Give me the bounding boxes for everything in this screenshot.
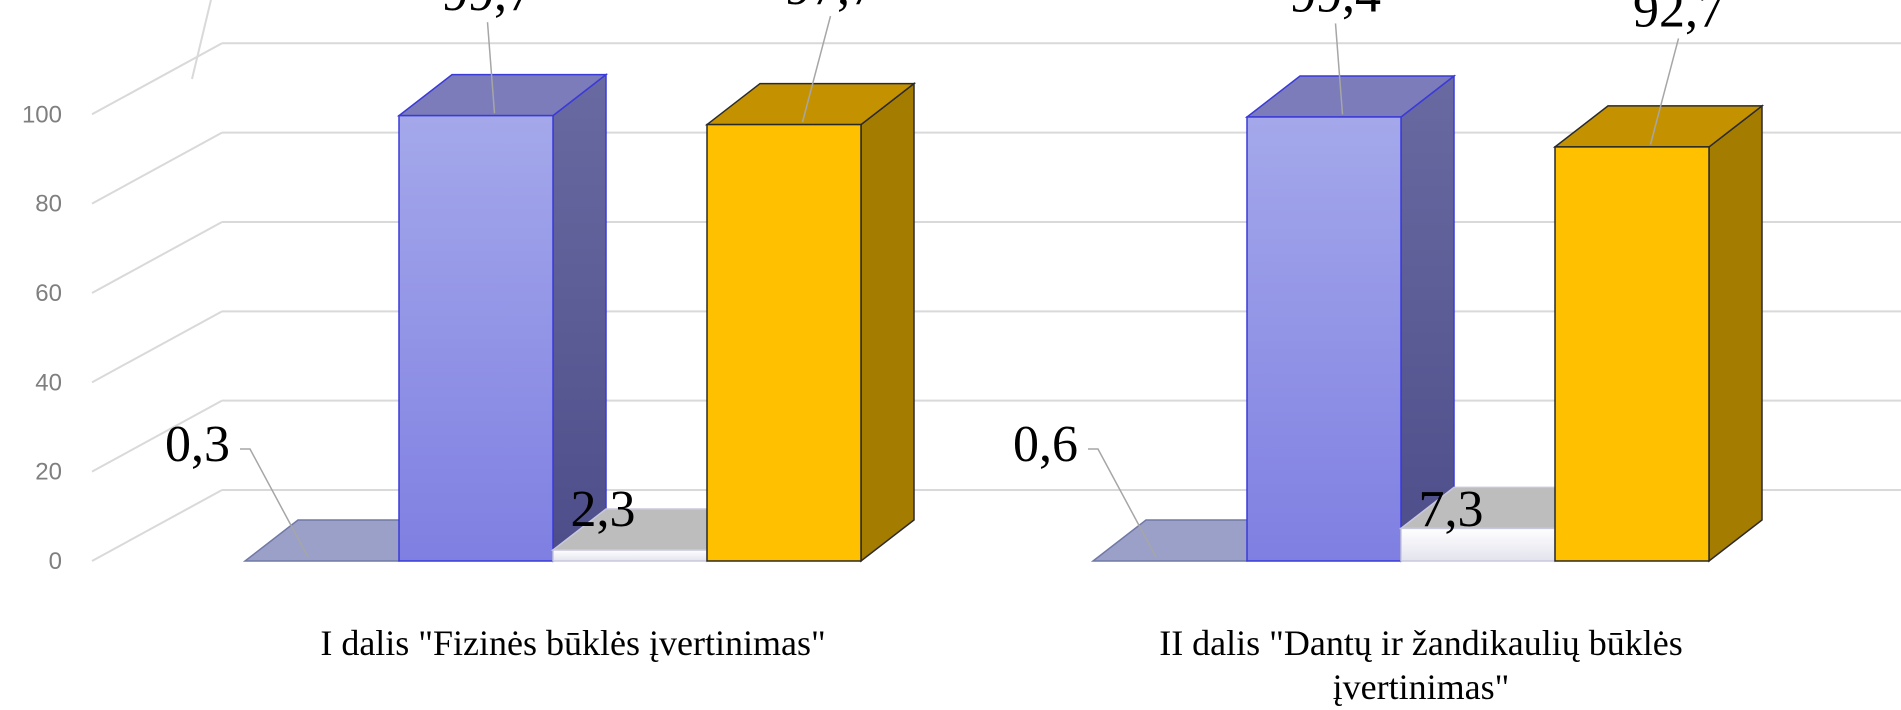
data-labels: 0,3 99,7 2,3 97,7 0,6 99,4 7,3 92,7: [165, 0, 1724, 558]
y-tick-label: 80: [35, 191, 62, 218]
category-label: II dalis "Dantų ir žandikaulių būklės: [1159, 623, 1683, 663]
gridline-wall: [91, 310, 223, 384]
gridline-wall: [91, 131, 223, 205]
data-label: 0,6: [1013, 416, 1078, 473]
gridline-wall: [91, 221, 223, 294]
bars: [242, 73, 1765, 563]
y-tick-label: 0: [49, 548, 62, 575]
data-label-leader: [1649, 38, 1680, 145]
y-tick-label: 60: [35, 280, 62, 307]
bar: [396, 73, 609, 563]
bar-front: [1554, 146, 1710, 562]
bar-side: [1708, 104, 1763, 563]
y-tick-label: 40: [35, 369, 62, 396]
gridline-wall: [91, 42, 223, 116]
bar-front: [1246, 116, 1402, 562]
bar-side: [860, 82, 915, 563]
data-label-leader: [1334, 23, 1344, 115]
gridline-wall: [91, 489, 223, 562]
data-label: 92,7: [1633, 0, 1724, 38]
bar: [1552, 104, 1765, 563]
data-label-leader: [240, 448, 309, 558]
y-tick-label: 20: [35, 459, 62, 486]
data-label-leader: [486, 22, 496, 114]
category-label: įvertinimas": [1333, 667, 1510, 707]
data-label-leader: [801, 15, 832, 123]
bar-front: [552, 549, 708, 562]
category-label: I dalis "Fizinės būklės įvertinimas": [320, 623, 825, 663]
data-label: 97,7: [785, 0, 876, 16]
bar-front: [398, 114, 554, 562]
data-label-leader: [1088, 448, 1157, 558]
gridline-wall: [91, 399, 223, 473]
gridline-wall: [191, 0, 212, 80]
category-axis: I dalis "Fizinės būklės įvertinimas" II d…: [320, 623, 1682, 707]
bar-front: [1400, 527, 1556, 562]
bar-front: [706, 123, 862, 562]
y-tick-label: 100: [22, 101, 62, 128]
data-label: 2,3: [571, 481, 636, 538]
data-label: 99,4: [1290, 0, 1381, 23]
data-label: 0,3: [165, 416, 230, 473]
data-label: 99,7: [442, 0, 533, 22]
bar: [704, 82, 917, 563]
data-label: 7,3: [1419, 481, 1484, 538]
y-axis: 0 20 40 60 80 100: [22, 101, 62, 575]
